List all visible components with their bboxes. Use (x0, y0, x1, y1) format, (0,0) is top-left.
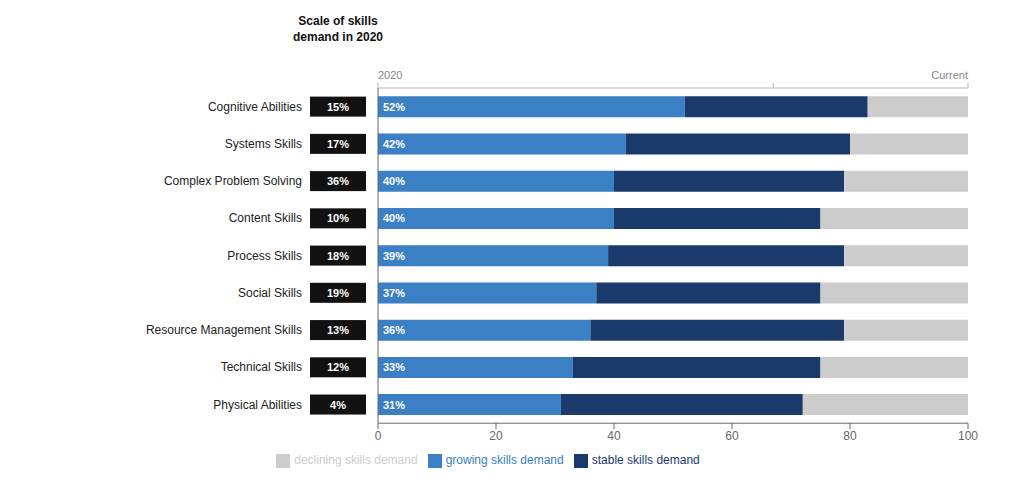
svg-text:0: 0 (375, 429, 382, 443)
svg-text:2020: 2020 (378, 69, 402, 81)
html-text:declining skills demand: declining skills demand (294, 453, 418, 468)
svg-text:Technical Skills: Technical Skills (221, 360, 302, 374)
svg-text:39%: 39% (383, 250, 405, 262)
svg-text:10%: 10% (327, 212, 349, 224)
svg-text:40%: 40% (383, 212, 405, 224)
html-text:growing skills demand: growing skills demand (445, 453, 564, 468)
svg-text:Systems Skills: Systems Skills (225, 137, 302, 151)
svg-text:13%: 13% (327, 324, 349, 336)
svg-text:37%: 37% (383, 287, 405, 299)
svg-text:100: 100 (958, 429, 978, 443)
svg-text:18%: 18% (327, 250, 349, 262)
svg-text:52%: 52% (383, 101, 405, 113)
html-text:stable skills demand: stable skills demand (591, 453, 700, 468)
html-text:Scale of skills demand in 2020: Scale of skills demand in 2020 (293, 14, 383, 44)
svg-text:Social Skills: Social Skills (238, 286, 302, 300)
svg-text:Content Skills: Content Skills (229, 211, 302, 225)
svg-text:36%: 36% (327, 175, 349, 187)
svg-text:60: 60 (725, 429, 739, 443)
svg-text:Resource Management Skills: Resource Management Skills (146, 323, 302, 337)
svg-text:33%: 33% (383, 361, 405, 373)
svg-text:Cognitive Abilities: Cognitive Abilities (208, 100, 302, 114)
svg-text:20: 20 (489, 429, 503, 443)
svg-text:19%: 19% (327, 287, 349, 299)
svg-text:31%: 31% (383, 399, 405, 411)
svg-text:36%: 36% (383, 324, 405, 336)
svg-text:12%: 12% (327, 361, 349, 373)
svg-text:4%: 4% (330, 399, 346, 411)
svg-text:80: 80 (843, 429, 857, 443)
svg-text:15%: 15% (327, 101, 349, 113)
svg-text:Current: Current (931, 69, 968, 81)
svg-text:40: 40 (607, 429, 621, 443)
svg-text:Complex Problem Solving: Complex Problem Solving (164, 174, 302, 188)
svg-text:40%: 40% (383, 175, 405, 187)
svg-text:Physical Abilities: Physical Abilities (213, 398, 302, 412)
svg-text:17%: 17% (327, 138, 349, 150)
svg-text:42%: 42% (383, 138, 405, 150)
svg-text:Process Skills: Process Skills (227, 249, 302, 263)
